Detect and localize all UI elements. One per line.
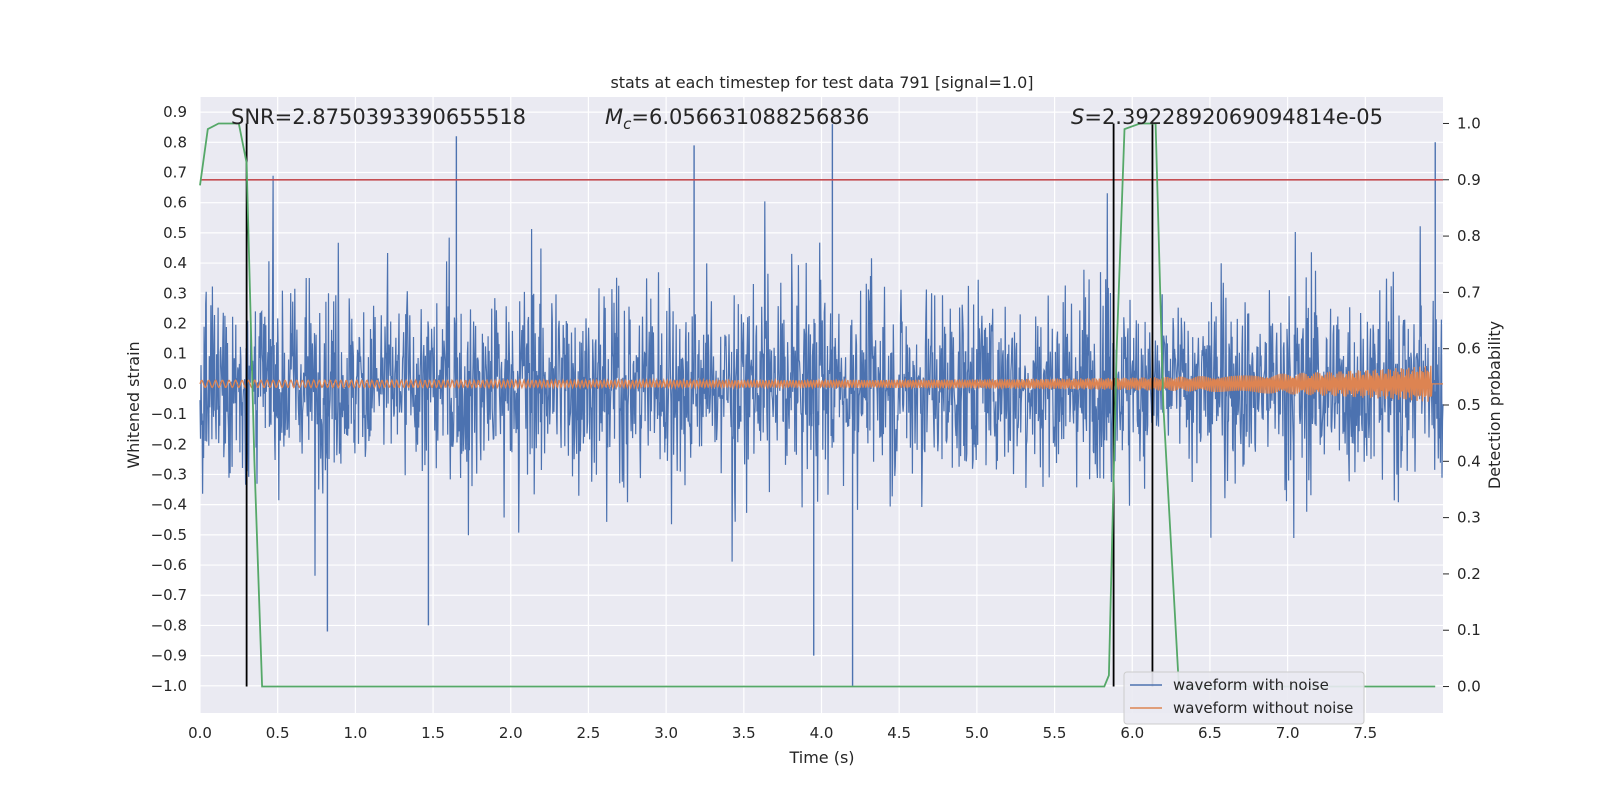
x-tick-label: 6.0 [1120, 724, 1144, 742]
left-tick-label: 0.1 [163, 345, 187, 363]
right-tick-label: 0.0 [1457, 678, 1481, 696]
left-tick-label: −0.9 [151, 647, 187, 665]
chirp-mass-annotation: Mc=6.056631088256836 [605, 105, 869, 133]
right-tick-label: 0.3 [1457, 509, 1481, 527]
left-tick-label: 0.4 [163, 254, 187, 272]
x-tick-label: 2.5 [577, 724, 601, 742]
statistic-symbol: S [1071, 105, 1084, 129]
right-axis-label: Detection probability [1485, 321, 1504, 489]
noise-waveform-line [199, 175, 1444, 576]
left-tick-label: −0.4 [151, 496, 187, 514]
snr-annotation: SNR=2.8750393390655518 [231, 105, 526, 129]
left-tick-label: −0.5 [151, 526, 187, 544]
x-tick-label: 0.5 [266, 724, 290, 742]
left-tick-label: 0.3 [163, 284, 187, 302]
x-tick-label: 5.0 [965, 724, 989, 742]
left-tick-label: 0.5 [163, 224, 187, 242]
right-axis-ticks: 1.0 0.9 0.8 0.7 0.6 0.5 0.4 0.3 0.2 0.1 0.0 [1443, 114, 1481, 696]
x-tick-label: 5.5 [1043, 724, 1067, 742]
legend: waveform with noise waveform without noi… [1123, 671, 1365, 725]
right-tick-label: 0.7 [1457, 283, 1481, 301]
x-tick-label: 6.5 [1198, 724, 1222, 742]
left-axis-ticks: 0.9 0.8 0.7 0.6 0.5 0.4 0.3 0.2 0.1 0.0 −0.1 −0.2 −0… [151, 103, 187, 695]
x-tick-label: 3.5 [732, 724, 756, 742]
right-tick-label: 1.0 [1457, 114, 1481, 132]
x-tick-label: 0.0 [188, 724, 212, 742]
x-tick-label: 4.5 [887, 724, 911, 742]
left-tick-label: −0.6 [151, 556, 187, 574]
overlay-lines [199, 122, 1443, 688]
x-tick-label: 1.5 [421, 724, 445, 742]
detection-probability-line [199, 122, 1436, 688]
left-tick-label: −0.8 [151, 616, 187, 634]
right-tick-label: 0.9 [1457, 171, 1481, 189]
left-tick-label: 0.8 [163, 133, 187, 151]
x-tick-label: 7.0 [1276, 724, 1300, 742]
x-tick-label: 3.0 [654, 724, 678, 742]
left-tick-label: −0.2 [151, 435, 187, 453]
statistic-value: =2.3922892069094814e-05 [1084, 105, 1383, 129]
left-axis-label: Whitened strain [124, 341, 143, 468]
legend-label-noise: waveform with noise [1173, 676, 1329, 694]
chirp-mass-value: =6.056631088256836 [631, 105, 869, 129]
right-tick-label: 0.4 [1457, 452, 1481, 470]
left-tick-label: −0.3 [151, 465, 187, 483]
left-tick-label: 0.6 [163, 194, 187, 212]
legend-box [1123, 671, 1365, 725]
left-tick-label: 0.2 [163, 314, 187, 332]
legend-label-clean: waveform without noise [1173, 699, 1353, 717]
x-axis-ticks: 0.0 0.5 1.0 1.5 2.0 2.5 3.0 3.5 4.0 4.5 5.0 5.5 6.0 6… [188, 724, 1377, 742]
chirp-mass-subscript: c [623, 115, 632, 133]
right-tick-label: 0.8 [1457, 227, 1481, 245]
left-tick-label: −0.7 [151, 586, 187, 604]
left-tick-label: −0.1 [151, 405, 187, 423]
right-tick-label: 0.5 [1457, 396, 1481, 414]
right-tick-label: 0.1 [1457, 621, 1481, 639]
statistic-annotation: S=2.3922892069094814e-05 [1071, 105, 1383, 129]
x-tick-label: 7.5 [1353, 724, 1377, 742]
x-tick-label: 4.0 [810, 724, 834, 742]
left-tick-label: 0.9 [163, 103, 187, 121]
right-tick-label: 0.2 [1457, 565, 1481, 583]
x-axis-label: Time (s) [788, 748, 854, 767]
chart-title: stats at each timestep for test data 791… [610, 73, 1033, 92]
right-tick-label: 0.6 [1457, 340, 1481, 358]
left-tick-label: 0.7 [163, 163, 187, 181]
left-tick-label: 0.0 [163, 375, 187, 393]
left-tick-label: −1.0 [151, 677, 187, 695]
chirp-mass-symbol: M [605, 105, 623, 129]
x-tick-label: 1.0 [343, 724, 367, 742]
clean-waveform-line [199, 365, 1443, 402]
x-tick-label: 2.0 [499, 724, 523, 742]
series-layer [199, 124, 1444, 686]
